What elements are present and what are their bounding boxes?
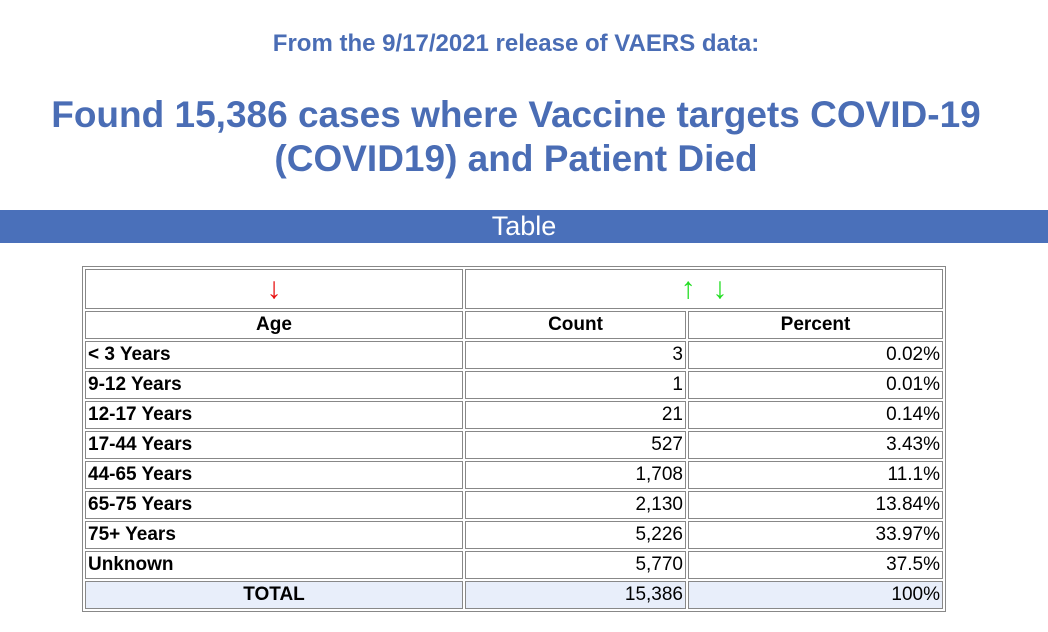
sort-down-arrow-icon[interactable]: ↓ bbox=[712, 272, 728, 305]
percent-cell: 13.84% bbox=[688, 491, 943, 519]
header-row: Age Count Percent bbox=[85, 311, 943, 339]
count-cell: 1 bbox=[465, 371, 686, 399]
count-cell: 527 bbox=[465, 431, 686, 459]
age-cell: Unknown bbox=[85, 551, 463, 579]
table-row: 17-44 Years 527 3.43% bbox=[85, 431, 943, 459]
table-row: Unknown 5,770 37.5% bbox=[85, 551, 943, 579]
section-bar: Table bbox=[0, 210, 1048, 243]
count-cell: 5,770 bbox=[465, 551, 686, 579]
total-row: TOTAL 15,386 100% bbox=[85, 581, 943, 609]
total-count: 15,386 bbox=[465, 581, 686, 609]
count-cell: 5,226 bbox=[465, 521, 686, 549]
age-cell: < 3 Years bbox=[85, 341, 463, 369]
percent-cell: 0.14% bbox=[688, 401, 943, 429]
age-cell: 17-44 Years bbox=[85, 431, 463, 459]
percent-header: Percent bbox=[688, 311, 943, 339]
percent-cell: 3.43% bbox=[688, 431, 943, 459]
age-cell: 75+ Years bbox=[85, 521, 463, 549]
count-header: Count bbox=[465, 311, 686, 339]
total-percent: 100% bbox=[688, 581, 943, 609]
age-cell: 12-17 Years bbox=[85, 401, 463, 429]
count-cell: 21 bbox=[465, 401, 686, 429]
percent-cell: 11.1% bbox=[688, 461, 943, 489]
count-sort-cell: ↑ ↓ bbox=[465, 269, 943, 309]
release-subtitle: From the 9/17/2021 release of VAERS data… bbox=[272, 30, 760, 57]
table-row: 9-12 Years 1 0.01% bbox=[85, 371, 943, 399]
age-header: Age bbox=[85, 311, 463, 339]
table-row: < 3 Years 3 0.02% bbox=[85, 341, 943, 369]
total-label: TOTAL bbox=[85, 581, 463, 609]
age-cell: 65-75 Years bbox=[85, 491, 463, 519]
percent-cell: 0.01% bbox=[688, 371, 943, 399]
table-row: 44-65 Years 1,708 11.1% bbox=[85, 461, 943, 489]
count-cell: 3 bbox=[465, 341, 686, 369]
percent-cell: 0.02% bbox=[688, 341, 943, 369]
age-table: ↓ ↑ ↓ Age Count Percent < 3 Years 3 0.02… bbox=[82, 266, 946, 612]
sort-row: ↓ ↑ ↓ bbox=[85, 269, 943, 309]
count-cell: 1,708 bbox=[465, 461, 686, 489]
age-sort-cell: ↓ bbox=[85, 269, 463, 309]
sort-up-arrow-icon[interactable]: ↑ bbox=[680, 272, 696, 305]
count-cell: 2,130 bbox=[465, 491, 686, 519]
age-cell: 44-65 Years bbox=[85, 461, 463, 489]
table-row: 65-75 Years 2,130 13.84% bbox=[85, 491, 943, 519]
sort-down-arrow-icon[interactable]: ↓ bbox=[266, 272, 282, 305]
table-row: 12-17 Years 21 0.14% bbox=[85, 401, 943, 429]
page-title: Found 15,386 cases where Vaccine targets… bbox=[51, 94, 981, 179]
age-cell: 9-12 Years bbox=[85, 371, 463, 399]
table-row: 75+ Years 5,226 33.97% bbox=[85, 521, 943, 549]
percent-cell: 33.97% bbox=[688, 521, 943, 549]
percent-cell: 37.5% bbox=[688, 551, 943, 579]
